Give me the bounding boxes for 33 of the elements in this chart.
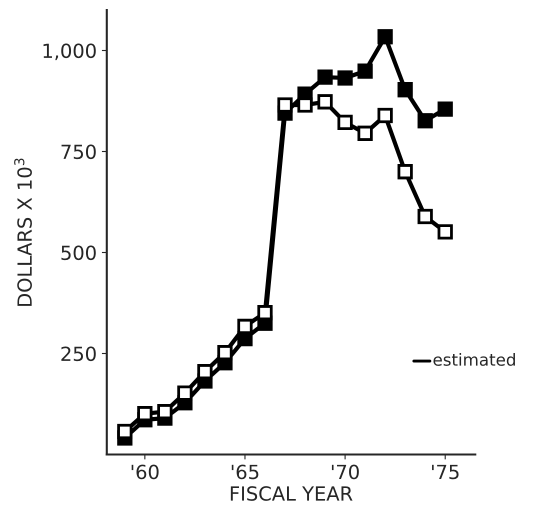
- y-tick-label: 1,000: [44, 43, 96, 60]
- point: [398, 82, 413, 98]
- point: [438, 101, 453, 117]
- point: [418, 113, 433, 128]
- point: [357, 126, 373, 141]
- point: [217, 345, 233, 360]
- x-tick-label: '60: [132, 464, 159, 480]
- y-tick-label: 500: [61, 245, 96, 260]
- x-axis-title: FISCAL YEAR: [230, 486, 353, 501]
- point: [197, 364, 213, 380]
- y-tick-label: 750: [62, 144, 96, 160]
- point: [117, 424, 132, 440]
- point: [257, 305, 273, 320]
- x-tick-label: '70: [332, 464, 359, 480]
- point: [378, 108, 393, 124]
- y-tick-label: 250: [61, 346, 96, 362]
- annotation: estimated: [433, 353, 515, 366]
- y-axis-title: DOLLARS X 10$^{3}$: [14, 158, 32, 306]
- point: [337, 114, 353, 130]
- point: [398, 164, 413, 180]
- point: [317, 70, 333, 85]
- point: [317, 94, 333, 110]
- x-tick-label: '75: [432, 464, 459, 480]
- point: [237, 318, 253, 334]
- point: [297, 97, 313, 113]
- x-tick-label: '65: [232, 464, 258, 480]
- point: [177, 385, 193, 401]
- point: [438, 224, 453, 240]
- point: [418, 208, 433, 224]
- point: [337, 70, 353, 86]
- point: [277, 97, 293, 113]
- point: [378, 29, 393, 44]
- point: [357, 63, 373, 79]
